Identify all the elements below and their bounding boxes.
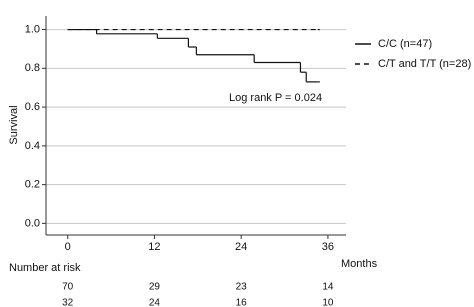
risk-count: 24 bbox=[149, 298, 161, 307]
risk-count: 16 bbox=[236, 298, 248, 307]
risk-table-title: Number at risk bbox=[9, 262, 81, 274]
legend-label: C/T and T/T (n=28) bbox=[378, 58, 471, 70]
risk-count: 10 bbox=[322, 298, 334, 307]
risk-count: 23 bbox=[236, 282, 248, 293]
y-tick-label: 0.2 bbox=[25, 179, 40, 191]
x-tick-label: 24 bbox=[235, 241, 247, 253]
y-tick-label: 0.4 bbox=[25, 140, 40, 152]
risk-count: 70 bbox=[62, 282, 74, 293]
x-tick-label: 0 bbox=[65, 241, 71, 253]
legend-label: C/C (n=47) bbox=[378, 38, 432, 50]
y-axis-label: Survival bbox=[8, 105, 20, 144]
risk-count: 29 bbox=[149, 282, 161, 293]
y-tick-label: 0.8 bbox=[25, 62, 40, 74]
x-axis-label: Months bbox=[341, 258, 378, 270]
y-tick-label: 0.6 bbox=[25, 101, 40, 113]
y-tick-label: 0.0 bbox=[25, 217, 40, 229]
y-tick-label: 1.0 bbox=[25, 23, 40, 35]
x-tick-label: 12 bbox=[148, 241, 160, 253]
risk-count: 32 bbox=[62, 298, 74, 307]
risk-count: 14 bbox=[322, 282, 334, 293]
annotation: Log rank P = 0.024 bbox=[229, 92, 322, 104]
x-tick-label: 36 bbox=[322, 241, 334, 253]
